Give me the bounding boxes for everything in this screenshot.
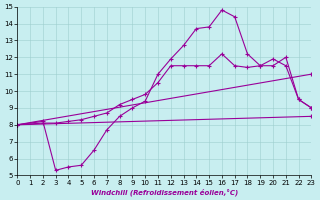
X-axis label: Windchill (Refroidissement éolien,°C): Windchill (Refroidissement éolien,°C)	[91, 188, 238, 196]
